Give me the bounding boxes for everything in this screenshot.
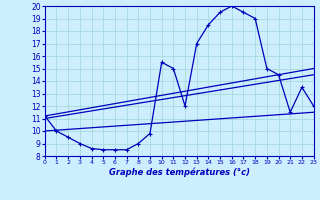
X-axis label: Graphe des températures (°c): Graphe des températures (°c) bbox=[109, 168, 250, 177]
